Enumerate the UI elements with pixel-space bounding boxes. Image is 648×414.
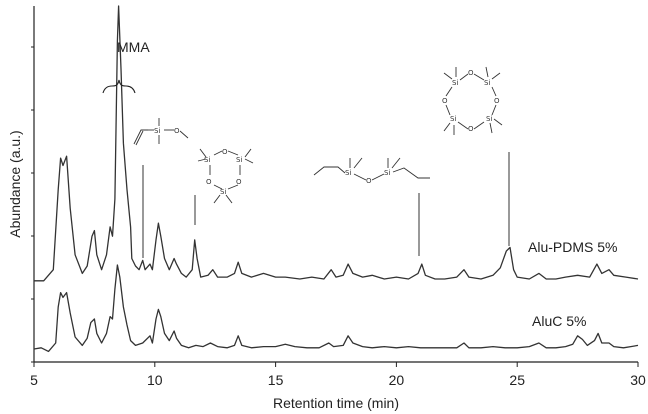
peak-marker-lines bbox=[142, 152, 510, 258]
svg-text:O: O bbox=[222, 148, 228, 156]
svg-text:O: O bbox=[494, 97, 500, 105]
x-tick-label: 30 bbox=[630, 372, 646, 388]
x-axis-title: Retention time (min) bbox=[273, 395, 399, 411]
svg-text:O: O bbox=[442, 97, 448, 105]
mma-annotation: MMA bbox=[102, 39, 150, 94]
svg-text:Si: Si bbox=[450, 115, 456, 123]
x-ticks bbox=[33, 362, 639, 367]
y-axis-title: Abundance (a.u.) bbox=[7, 130, 23, 237]
series-line-0 bbox=[34, 5, 639, 282]
x-tick-label: 25 bbox=[509, 372, 525, 388]
svg-text:O: O bbox=[468, 125, 474, 133]
svg-text:Si: Si bbox=[220, 188, 226, 196]
series-label-aluc: AluC 5% bbox=[532, 313, 586, 329]
x-tick-label: 15 bbox=[268, 372, 284, 388]
series-label-alu-pdms: Alu-PDMS 5% bbox=[528, 239, 617, 255]
x-tick-label: 5 bbox=[30, 372, 38, 388]
svg-text:Si: Si bbox=[154, 127, 160, 135]
x-tick-label: 10 bbox=[147, 372, 163, 388]
series-line-1 bbox=[33, 264, 639, 353]
x-tick-label: 20 bbox=[389, 372, 405, 388]
vinyl-silane-structure: Si O bbox=[133, 118, 189, 146]
svg-text:O: O bbox=[174, 127, 180, 135]
svg-text:Si: Si bbox=[236, 156, 242, 164]
svg-text:Si: Si bbox=[204, 156, 210, 164]
svg-text:O: O bbox=[206, 178, 212, 186]
svg-text:Si: Si bbox=[384, 169, 390, 177]
svg-text:Si: Si bbox=[486, 115, 492, 123]
series-group bbox=[33, 5, 639, 353]
svg-text:O: O bbox=[366, 177, 372, 185]
svg-text:Si: Si bbox=[345, 169, 351, 177]
svg-text:Si: Si bbox=[484, 79, 490, 87]
y-ticks bbox=[31, 46, 34, 363]
svg-text:O: O bbox=[468, 69, 474, 77]
d3-ring-structure: O Si O Si O Si bbox=[197, 148, 254, 204]
svg-text:Si: Si bbox=[452, 79, 458, 87]
mma-brace bbox=[102, 79, 136, 94]
disiloxane-structure: Si O Si bbox=[313, 157, 430, 185]
mma-label: MMA bbox=[117, 39, 150, 55]
svg-text:O: O bbox=[236, 178, 242, 186]
d4-ring-structure: O Si O Si O Si O Si bbox=[442, 66, 503, 135]
x-tick-labels: 5 10 15 20 25 30 bbox=[30, 372, 646, 388]
